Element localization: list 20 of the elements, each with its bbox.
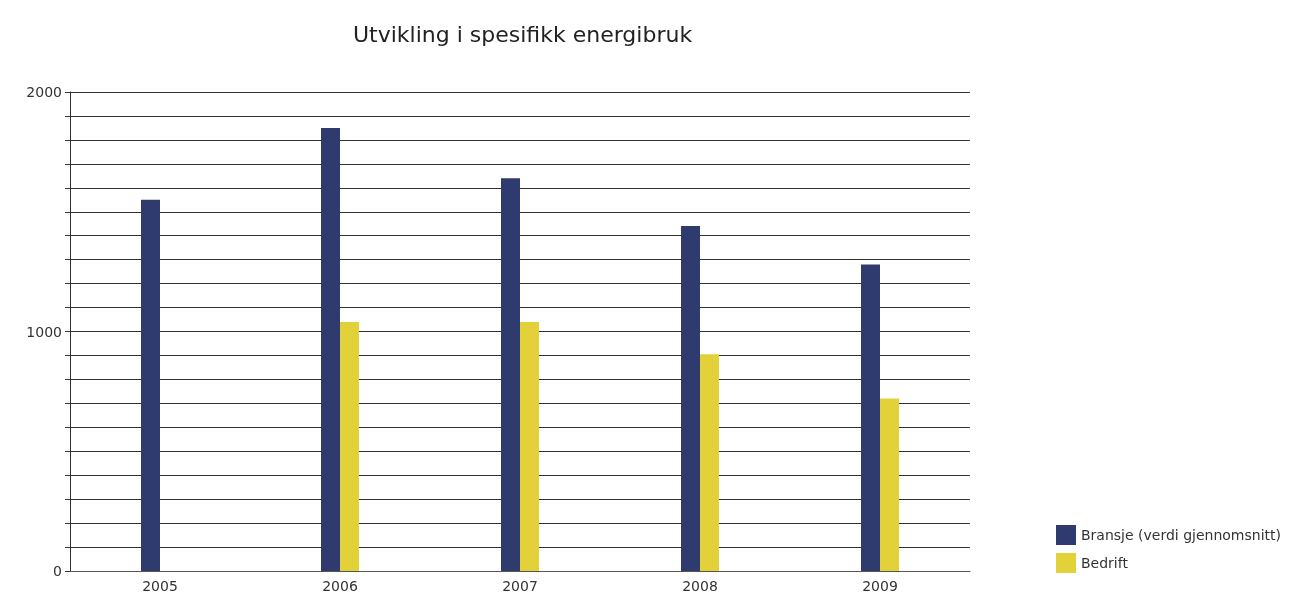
y-tick-label: 2000: [26, 84, 62, 100]
bar: [880, 398, 899, 571]
legend-label: Bransje (verdi gjennomsnitt): [1081, 527, 1282, 543]
bar: [501, 178, 520, 571]
y-tick-label: 0: [53, 563, 62, 579]
x-tick-label: 2008: [682, 578, 718, 594]
bar: [141, 199, 160, 571]
x-tick-label: 2005: [142, 578, 178, 594]
legend-label: Bedrift: [1081, 555, 1129, 571]
chart-title: Utvikling i spesifikk energibruk: [353, 21, 693, 47]
y-tick-label: 1000: [26, 323, 62, 340]
x-tick-label: 2009: [862, 578, 898, 594]
bar: [520, 321, 539, 571]
bar: [321, 127, 340, 571]
bar: [681, 226, 700, 571]
bar: [861, 264, 880, 571]
bar: [700, 354, 719, 571]
bar: [340, 321, 359, 571]
x-tick-label: 2006: [322, 578, 358, 594]
x-tick-label: 2007: [502, 578, 538, 594]
